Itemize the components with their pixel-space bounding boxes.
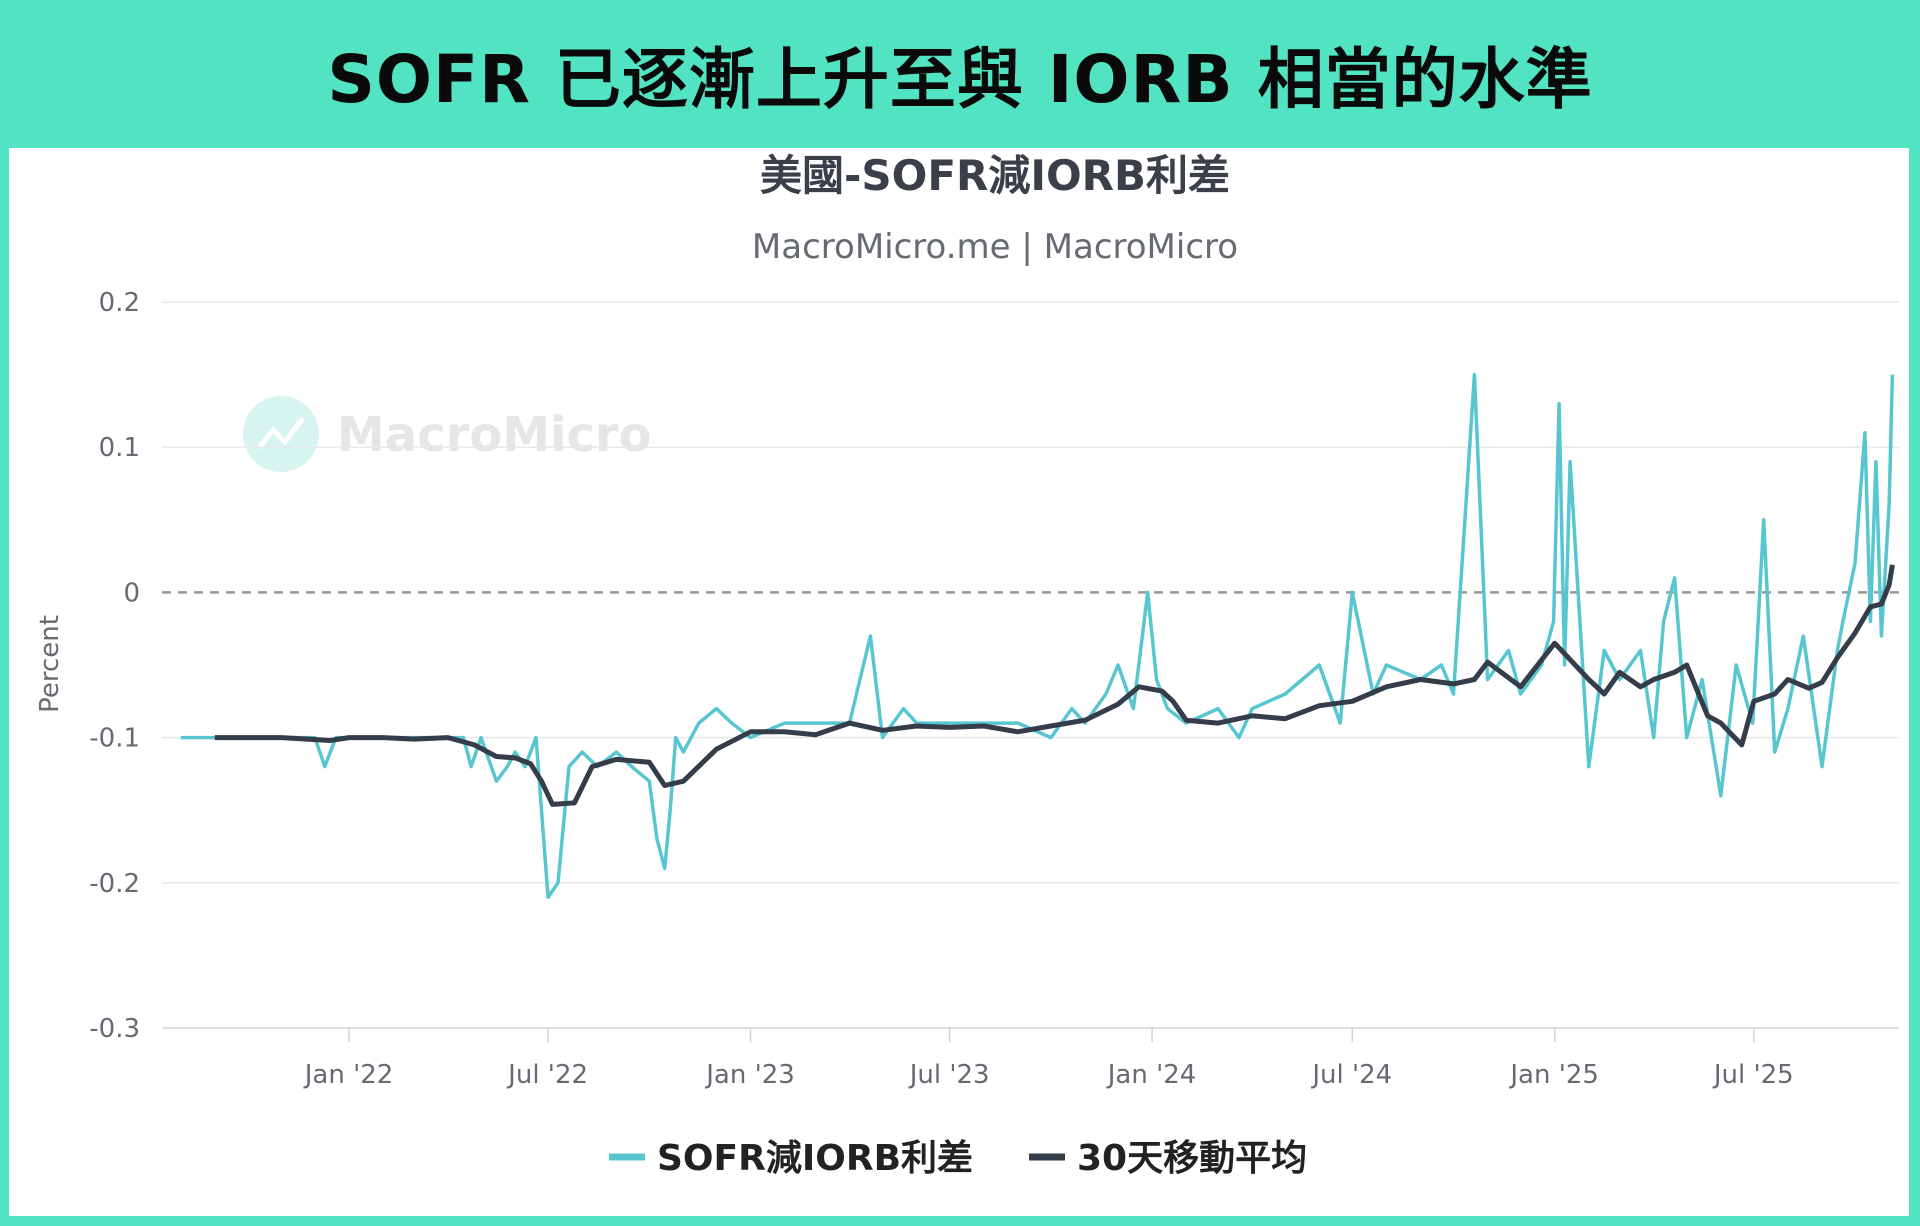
spread-series-line: [180, 372, 1895, 900]
chart-subtitle: MacroMicro.me | MacroMicro: [752, 227, 1238, 267]
watermark-logo-line: [257, 416, 305, 450]
watermark: MacroMicro: [243, 396, 652, 472]
chart-title: 美國-SOFR減IORB利差: [760, 151, 1230, 200]
y-tick-label: 0: [123, 578, 140, 608]
x-tick-label: Jan '22: [303, 1060, 394, 1090]
banner-title: SOFR 已逐漸上升至與 IORB 相當的水準: [327, 41, 1593, 118]
y-tick-label: 0.1: [99, 433, 140, 463]
x-axis: Jan '22 Jul '22 Jan '23 Jul '23 Jan '24 Jul '…: [303, 1028, 1794, 1090]
y-tick-label: 0.2: [99, 288, 140, 318]
moving-average-series-line: [214, 564, 1895, 807]
legend-label[interactable]: SOFR減IORB利差: [657, 1138, 973, 1179]
x-tick-label: Jan '24: [1106, 1060, 1197, 1090]
grid: 0.2 0.1 0 -0.1 -0.2 -0.3: [89, 288, 1899, 1044]
x-tick-label: Jul '25: [1712, 1060, 1794, 1090]
x-tick-label: Jan '25: [1508, 1060, 1599, 1090]
legend: SOFR減IORB利差 30天移動平均: [609, 1138, 1307, 1179]
y-tick-label: -0.2: [89, 869, 140, 899]
x-tick-label: Jan '23: [704, 1060, 795, 1090]
series-layer: [180, 372, 1895, 900]
y-tick-label: -0.3: [89, 1014, 140, 1044]
chart-svg: MacroMicro 美國-SOFR減IORB利差 MacroMicro.me …: [35, 151, 1899, 1179]
legend-label[interactable]: 30天移動平均: [1077, 1138, 1307, 1179]
x-tick-label: Jul '22: [506, 1060, 588, 1090]
y-axis-label: Percent: [35, 615, 65, 713]
y-tick-label: -0.1: [89, 724, 140, 754]
watermark-text: MacroMicro: [337, 407, 652, 463]
chart-panel: MacroMicro 美國-SOFR減IORB利差 MacroMicro.me …: [9, 148, 1909, 1216]
watermark-logo-icon: [243, 396, 319, 472]
banner: SOFR 已逐漸上升至與 IORB 相當的水準: [0, 0, 1920, 148]
x-tick-label: Jul '23: [908, 1060, 990, 1090]
x-tick-label: Jul '24: [1310, 1060, 1392, 1090]
